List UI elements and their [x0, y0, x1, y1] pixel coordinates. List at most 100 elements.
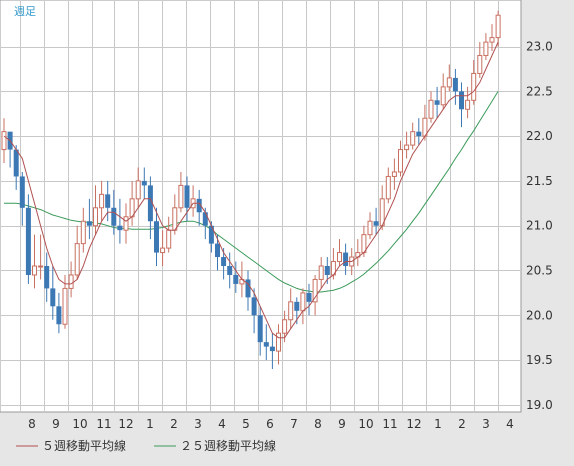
- candle-body-up: [166, 229, 172, 249]
- candle-body-up: [495, 14, 501, 39]
- y-tick-label: 20.5: [526, 263, 553, 277]
- candle-body-up: [62, 287, 68, 325]
- candle-body-up: [300, 292, 306, 312]
- y-tick-label: 19.0: [526, 398, 553, 412]
- candle-body-down: [111, 207, 117, 226]
- candle-body-down: [215, 243, 220, 258]
- x-tick-label: 11: [382, 417, 397, 431]
- ma25-layer: [4, 91, 499, 293]
- candle-body-down: [452, 77, 458, 92]
- candle-body-up: [483, 41, 489, 57]
- ma25-line: [4, 91, 499, 293]
- x-tick-label: 10: [72, 417, 87, 431]
- x-tick-label: 9: [338, 417, 346, 431]
- x-tick-label: 9: [52, 417, 60, 431]
- candle-body-up: [276, 332, 281, 352]
- candle-body-down: [233, 274, 239, 284]
- candle-body-down: [416, 131, 422, 137]
- x-tick-label: 10: [358, 417, 373, 431]
- candle-body-down: [117, 225, 123, 231]
- ma5-layer: [3, 41, 499, 339]
- candle-body-up: [1, 131, 7, 151]
- x-tick-label: 1: [146, 417, 154, 431]
- candle-body-down: [251, 297, 257, 316]
- candle-body-up: [428, 99, 434, 119]
- x-tick-label: 3: [482, 417, 490, 431]
- legend-label-ma25: ２５週移動平均線: [180, 438, 276, 453]
- candle-body-up: [80, 220, 86, 245]
- candle-body-up: [32, 265, 37, 276]
- x-tick-label: 12: [118, 417, 133, 431]
- y-tick-label: 22.5: [526, 84, 553, 98]
- candle-body-down: [19, 176, 25, 208]
- candle-body-up: [489, 37, 495, 43]
- x-tick-label: 7: [290, 417, 298, 431]
- x-tick-label: 4: [218, 417, 226, 431]
- candle-body-down: [434, 100, 440, 105]
- x-tick-label: 3: [194, 417, 202, 431]
- candle-body-up: [93, 207, 98, 227]
- grid: [1, 1, 520, 411]
- candle-body-up: [312, 278, 318, 303]
- candle-body-up: [367, 220, 373, 236]
- candle-body-up: [318, 265, 324, 280]
- candle-body-up: [398, 149, 403, 173]
- candle-body-down: [105, 194, 111, 208]
- candle-body-up: [465, 99, 471, 110]
- candle-body-down: [294, 301, 300, 311]
- candle-body-down: [56, 306, 62, 325]
- x-tick-label: 6: [266, 417, 274, 431]
- y-tick-label: 20.0: [526, 308, 553, 322]
- ma5-line: [3, 41, 499, 339]
- candle-body-up: [471, 72, 477, 101]
- candle-body-up: [74, 243, 80, 276]
- candle-body-down: [263, 342, 269, 347]
- candle-body-down: [459, 91, 464, 110]
- candle-body-up: [477, 55, 483, 74]
- y-tick-label: 21.5: [526, 174, 553, 188]
- x-axis: 8 9 10 11 12 1 2 3 4 5 6 7 8 9 10 11 12 1 2 3 4: [28, 417, 514, 431]
- candle-body-up: [288, 301, 294, 321]
- candle-body-down: [343, 252, 349, 267]
- candle-body-up: [135, 180, 141, 200]
- candle-body-up: [172, 207, 178, 231]
- y-tick-label: 21.0: [526, 219, 553, 233]
- candle-body-up: [410, 131, 416, 146]
- x-tick-label: 4: [506, 417, 514, 431]
- candle-body-down: [86, 221, 92, 226]
- candle-body-up: [385, 175, 391, 200]
- candle-body-down: [227, 266, 233, 275]
- y-tick-label: 19.5: [526, 353, 553, 367]
- candle-body-down: [44, 266, 50, 289]
- candle-body-down: [324, 266, 330, 275]
- candle-body-up: [123, 216, 129, 231]
- candle-body-up: [38, 265, 44, 268]
- candle-body-down: [13, 149, 19, 177]
- legend: ５週移動平均線 ２５週移動平均線: [16, 438, 276, 453]
- candle-body-up: [282, 319, 288, 334]
- candle-body-up: [160, 247, 166, 254]
- candle-body-down: [257, 315, 263, 343]
- period-label: 週足: [14, 5, 36, 18]
- candle-body-up: [440, 86, 446, 106]
- candle-body-down: [147, 185, 153, 222]
- candle-body-up: [404, 144, 410, 151]
- candle-body-down: [50, 288, 56, 307]
- y-axis: 19.0 19.5 20.0 20.5 21.0 21.5 22.0 22.5 23.0: [526, 40, 553, 412]
- candle-body-down: [245, 279, 251, 298]
- x-tick-label: 2: [170, 417, 178, 431]
- candle-body-down: [221, 257, 227, 267]
- candle-body-down: [202, 212, 208, 226]
- legend-label-ma5: ５週移動平均線: [42, 438, 126, 453]
- candle-body-down: [25, 207, 31, 275]
- candle-body-down: [306, 292, 312, 302]
- candle-body-up: [446, 77, 452, 88]
- candle-body-down: [184, 185, 190, 208]
- candle-body-down: [154, 221, 159, 253]
- x-tick-label: 12: [406, 417, 421, 431]
- x-tick-label: 8: [28, 417, 36, 431]
- x-tick-label: 11: [96, 417, 111, 431]
- x-tick-label: 8: [314, 417, 322, 431]
